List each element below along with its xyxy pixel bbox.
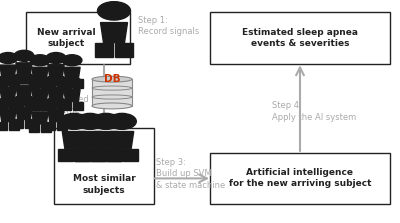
Polygon shape xyxy=(13,75,23,83)
FancyBboxPatch shape xyxy=(54,128,154,204)
Circle shape xyxy=(14,73,34,84)
Polygon shape xyxy=(48,87,64,99)
Polygon shape xyxy=(0,110,16,122)
Polygon shape xyxy=(45,99,55,108)
Circle shape xyxy=(0,97,18,108)
Polygon shape xyxy=(91,149,106,161)
Polygon shape xyxy=(94,132,118,149)
Polygon shape xyxy=(61,79,71,88)
Circle shape xyxy=(46,75,66,86)
Text: Step 1:
Record signals: Step 1: Record signals xyxy=(138,16,199,36)
Circle shape xyxy=(30,55,50,66)
Polygon shape xyxy=(41,102,51,110)
Polygon shape xyxy=(0,77,7,86)
Polygon shape xyxy=(16,63,32,75)
Polygon shape xyxy=(0,99,7,108)
Polygon shape xyxy=(9,77,19,86)
Circle shape xyxy=(46,97,66,108)
Text: Step 3:
Build up SVM
& state machine: Step 3: Build up SVM & state machine xyxy=(156,158,225,190)
Ellipse shape xyxy=(92,76,132,82)
Polygon shape xyxy=(75,149,90,161)
Polygon shape xyxy=(29,79,39,88)
FancyBboxPatch shape xyxy=(26,12,130,64)
Polygon shape xyxy=(90,149,105,161)
Polygon shape xyxy=(74,149,89,161)
Polygon shape xyxy=(16,107,32,120)
Circle shape xyxy=(108,113,136,129)
FancyBboxPatch shape xyxy=(210,12,390,64)
Circle shape xyxy=(46,53,66,64)
Circle shape xyxy=(30,99,50,110)
Polygon shape xyxy=(62,132,86,149)
Polygon shape xyxy=(29,102,39,110)
FancyBboxPatch shape xyxy=(92,79,132,106)
Polygon shape xyxy=(9,122,19,130)
Polygon shape xyxy=(48,65,64,77)
Polygon shape xyxy=(78,132,102,149)
Polygon shape xyxy=(25,97,35,106)
Polygon shape xyxy=(32,67,48,79)
Polygon shape xyxy=(58,149,73,161)
Polygon shape xyxy=(13,120,23,128)
Polygon shape xyxy=(9,99,19,108)
Text: DB: DB xyxy=(104,74,120,84)
Circle shape xyxy=(14,50,34,61)
Circle shape xyxy=(60,113,88,129)
Polygon shape xyxy=(61,102,71,110)
Circle shape xyxy=(14,95,34,106)
Text: Step 2:
Apply Modified
KNN scheme: Step 2: Apply Modified KNN scheme xyxy=(26,84,89,115)
Polygon shape xyxy=(29,124,39,132)
Polygon shape xyxy=(73,79,83,88)
FancyBboxPatch shape xyxy=(210,153,390,204)
Polygon shape xyxy=(32,112,48,124)
Polygon shape xyxy=(41,79,51,88)
Polygon shape xyxy=(0,87,16,99)
Polygon shape xyxy=(64,67,80,79)
Polygon shape xyxy=(100,23,128,43)
Text: New arrival
subject: New arrival subject xyxy=(37,28,95,48)
Circle shape xyxy=(76,113,104,129)
Text: Step 4:
Apply the AI system: Step 4: Apply the AI system xyxy=(272,101,356,122)
Ellipse shape xyxy=(92,103,132,109)
Polygon shape xyxy=(45,77,55,86)
Polygon shape xyxy=(73,102,83,110)
Polygon shape xyxy=(41,124,51,132)
Polygon shape xyxy=(45,122,55,130)
Polygon shape xyxy=(64,90,80,102)
Polygon shape xyxy=(57,77,67,86)
Polygon shape xyxy=(110,132,134,149)
Polygon shape xyxy=(0,122,7,130)
Polygon shape xyxy=(123,149,138,161)
Circle shape xyxy=(62,77,82,88)
Text: Estimated sleep apnea
events & severities: Estimated sleep apnea events & severitie… xyxy=(242,28,358,48)
Polygon shape xyxy=(57,122,67,130)
Circle shape xyxy=(0,75,18,86)
Circle shape xyxy=(62,55,82,66)
Polygon shape xyxy=(107,149,122,161)
Polygon shape xyxy=(116,43,133,57)
Polygon shape xyxy=(16,85,32,97)
Text: Artificial intelligence
for the new arriving subject: Artificial intelligence for the new arri… xyxy=(229,168,371,188)
Circle shape xyxy=(98,2,130,20)
Polygon shape xyxy=(25,120,35,128)
Polygon shape xyxy=(57,99,67,108)
Polygon shape xyxy=(25,75,35,83)
Polygon shape xyxy=(0,65,16,77)
Polygon shape xyxy=(13,97,23,106)
Polygon shape xyxy=(48,110,64,122)
Circle shape xyxy=(0,53,18,64)
Circle shape xyxy=(30,77,50,88)
Circle shape xyxy=(92,113,120,129)
Polygon shape xyxy=(106,149,121,161)
Polygon shape xyxy=(95,43,112,57)
Polygon shape xyxy=(32,90,48,102)
Text: Most similar
subjects: Most similar subjects xyxy=(73,174,135,195)
